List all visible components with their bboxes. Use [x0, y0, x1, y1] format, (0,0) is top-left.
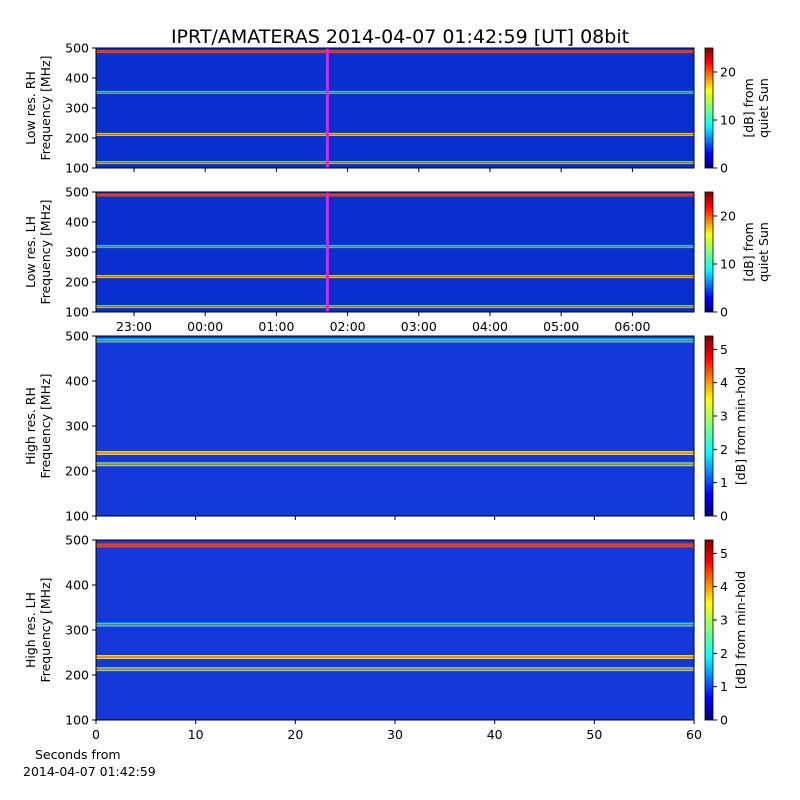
colorbar-label-line2: quiet Sun	[756, 222, 771, 282]
colorbar-label-line1: [dB] from	[741, 78, 756, 137]
colorbar-label-line1: [dB] from min-hold	[733, 571, 748, 689]
colorbar-tick-label: 5	[720, 342, 728, 357]
colorbar-tick-label: 10	[720, 257, 736, 272]
emission-band-core	[96, 162, 694, 164]
xtick-label: 20	[287, 727, 303, 742]
emission-band-core	[96, 91, 694, 93]
colorbar-tick-label: 1	[720, 475, 728, 490]
colorbar	[704, 47, 714, 169]
ytick-label: 200	[65, 464, 89, 479]
figure-title: IPRT/AMATERAS 2014-04-07 01:42:59 [UT] 0…	[171, 26, 629, 48]
plot-area	[96, 48, 694, 168]
colorbar-label-line1: [dB] from min-hold	[733, 367, 748, 485]
xtick-label: 23:00	[116, 319, 152, 334]
colorbar-tick-label: 5	[720, 546, 728, 561]
xtick-label: 0	[92, 727, 100, 742]
colorbar-tick-label: 3	[720, 613, 728, 628]
ylabel-line2: Frequency [MHz]	[38, 577, 53, 682]
ytick-label: 400	[65, 71, 89, 86]
xtick-label: 03:00	[401, 319, 437, 334]
corner-label-line2: 2014-04-07 01:42:59	[23, 764, 156, 779]
plot-area	[96, 540, 694, 720]
colorbar-tick-label: 20	[720, 65, 736, 80]
xtick-label: 00:00	[187, 319, 223, 334]
ytick-label: 200	[65, 131, 89, 146]
ylabel-line1: Low res. LH	[23, 216, 38, 288]
ytick-label: 200	[65, 275, 89, 290]
colorbar-tick-label: 2	[720, 646, 728, 661]
xtick-label: 01:00	[258, 319, 294, 334]
emission-band-core	[96, 668, 694, 670]
colorbar-tick-label: 4	[720, 375, 728, 390]
xtick-label: 02:00	[330, 319, 366, 334]
colorbar-tick-label: 0	[720, 305, 728, 320]
emission-band-core	[96, 306, 694, 308]
ytick-label: 100	[65, 509, 89, 524]
colorbar-label-line1: [dB] from	[741, 222, 756, 281]
emission-band-core	[96, 276, 694, 278]
colorbar-tick-label: 0	[720, 161, 728, 176]
colorbar-tick-label: 10	[720, 113, 736, 128]
xtick-label: 05:00	[543, 319, 579, 334]
xtick-label: 10	[188, 727, 204, 742]
xtick-label: 50	[586, 727, 602, 742]
emission-band-core	[96, 452, 694, 454]
emission-band-core	[96, 339, 694, 342]
ytick-label: 300	[65, 101, 89, 116]
emission-band-core	[96, 624, 694, 626]
plot-area	[96, 336, 694, 516]
ytick-label: 100	[65, 305, 89, 320]
emission-band-core	[96, 463, 694, 465]
emission-band-core	[96, 246, 694, 248]
xtick-label: 60	[686, 727, 702, 742]
emission-band-core	[96, 656, 694, 658]
ytick-label: 300	[65, 419, 89, 434]
ytick-label: 400	[65, 215, 89, 230]
colorbar	[704, 539, 714, 721]
xtick-label: 06:00	[614, 319, 650, 334]
colorbar-tick-label: 3	[720, 409, 728, 424]
ytick-label: 100	[65, 161, 89, 176]
emission-band-core	[96, 51, 694, 53]
ytick-label: 400	[65, 578, 89, 593]
colorbar-label-line2: quiet Sun	[756, 78, 771, 138]
panel-high-res-rh: 100 200 300 400 500 High res. RH Frequency […	[23, 329, 748, 524]
ylabel-line1: Low res. RH	[23, 71, 38, 145]
colorbar-tick-label: 1	[720, 679, 728, 694]
ylabel-line2: Frequency [MHz]	[38, 55, 53, 160]
ylabel-line2: Frequency [MHz]	[38, 199, 53, 304]
ytick-label: 300	[65, 623, 89, 638]
xtick-label: 30	[387, 727, 403, 742]
ylabel-line1: High res. LH	[23, 592, 38, 668]
ytick-label: 500	[65, 185, 89, 200]
ytick-label: 500	[65, 329, 89, 344]
colorbar-tick-label: 20	[720, 209, 736, 224]
ytick-label: 300	[65, 245, 89, 260]
ytick-label: 500	[65, 533, 89, 548]
ytick-label: 400	[65, 374, 89, 389]
ytick-label: 200	[65, 668, 89, 683]
emission-band-core	[96, 194, 694, 196]
colorbar	[704, 191, 714, 313]
plot-area	[96, 192, 694, 312]
colorbar-tick-label: 4	[720, 579, 728, 594]
xtick-label: 40	[487, 727, 503, 742]
ytick-label: 500	[65, 41, 89, 56]
ytick-label: 100	[65, 713, 89, 728]
emission-band-core	[96, 133, 694, 135]
colorbar-tick-label: 0	[720, 713, 728, 728]
corner-label-line1: Seconds from	[35, 747, 121, 762]
colorbar-tick-label: 2	[720, 442, 728, 457]
ylabel-line1: High res. RH	[23, 387, 38, 465]
colorbar	[704, 335, 714, 517]
emission-band-core	[96, 544, 694, 546]
xtick-label: 04:00	[472, 319, 508, 334]
colorbar-tick-label: 0	[720, 509, 728, 524]
ylabel-line2: Frequency [MHz]	[38, 373, 53, 478]
